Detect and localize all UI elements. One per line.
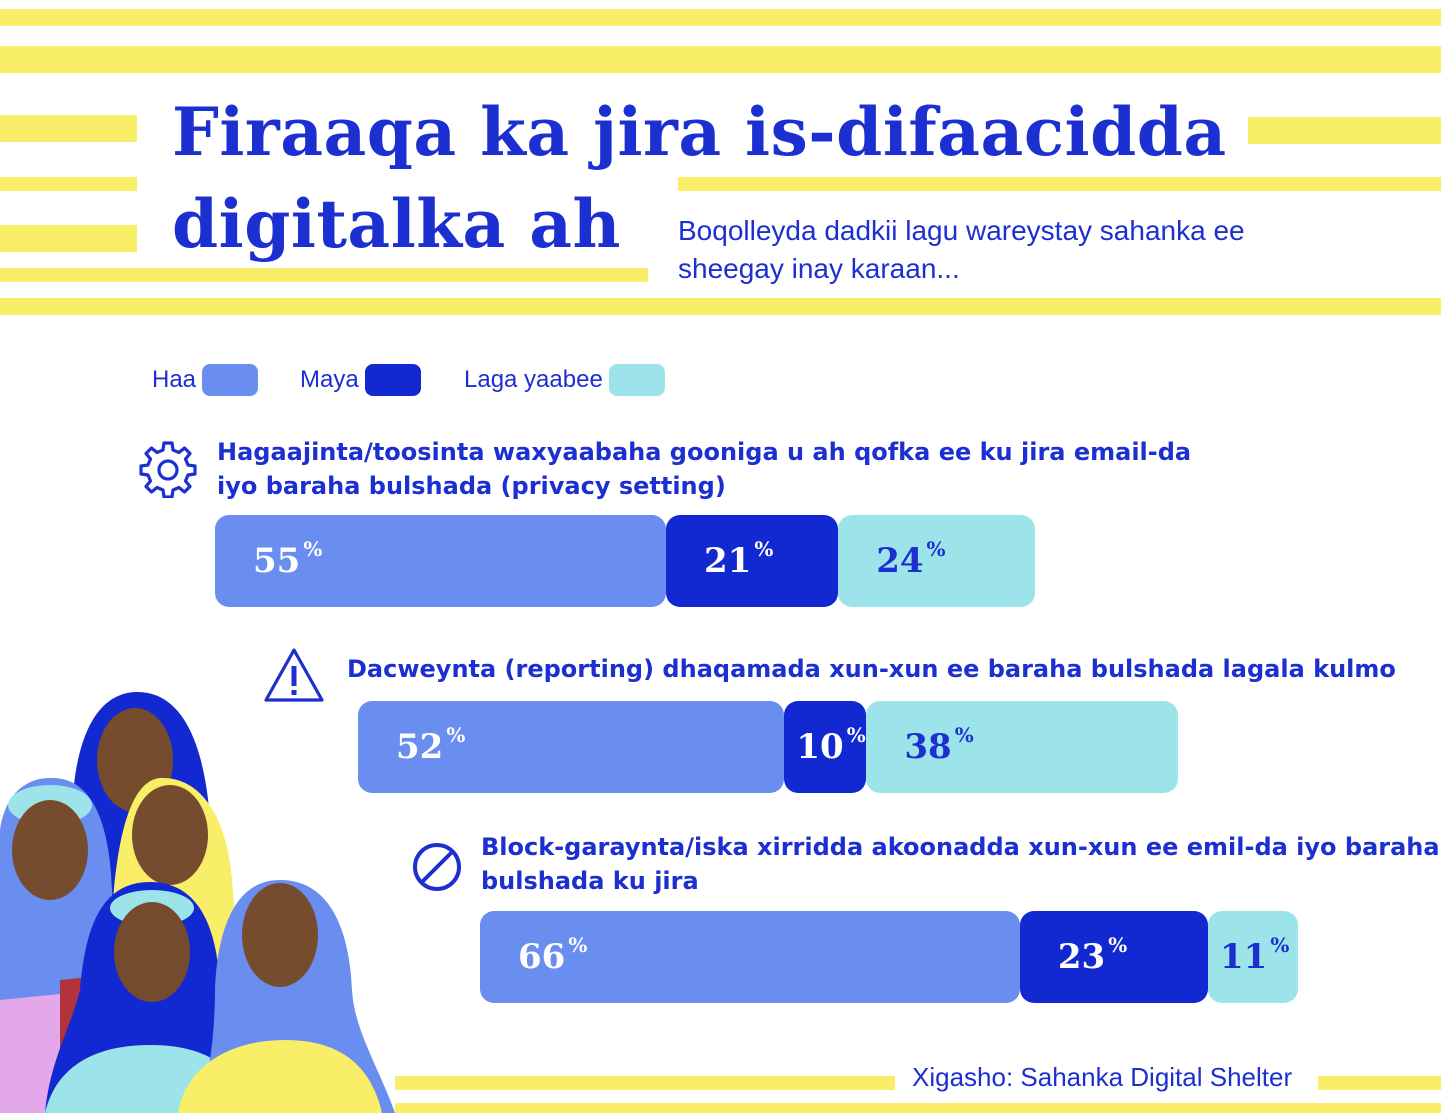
stripe-footer-3 <box>395 1103 1441 1113</box>
gear-icon <box>139 441 197 498</box>
stripe-top-1 <box>0 9 1441 26</box>
stripe-left-3 <box>0 225 137 252</box>
subtitle-line-2: sheegay inay karaan... <box>678 253 960 284</box>
question-label-block: Block-garaynta/iska xirridda akoonadda x… <box>481 830 1440 898</box>
title-line-1: Firaaqa ka jira is-difaacidda <box>172 93 1227 171</box>
question-label-privacy: Hagaajinta/toosinta waxyaabaha gooniga u… <box>217 435 1191 503</box>
percent-sign: % <box>846 723 866 747</box>
stripe-left-2 <box>0 177 137 191</box>
legend-item-maya: Maya <box>300 362 421 398</box>
bar-segment-laga-yaabee: 38% <box>866 701 1178 793</box>
bar-segment-maya: 10% <box>784 701 867 793</box>
percent-sign: % <box>568 933 588 957</box>
percent-sign: % <box>954 723 974 747</box>
legend-label-maya: Maya <box>300 366 359 393</box>
question-label-block-line-1: Block-garaynta/iska xirridda akoonadda x… <box>481 833 1440 861</box>
percent-sign: % <box>754 537 774 561</box>
stripe-bottom-header <box>0 298 1441 315</box>
block-icon <box>413 843 461 891</box>
question-label-block-line-2: bulshada ku jira <box>481 867 699 895</box>
bar-segment-haa: 55% <box>215 515 666 607</box>
bar-segment-maya: 23% <box>1019 911 1208 1003</box>
bar-segment-laga-yaabee: 11% <box>1208 911 1298 1003</box>
legend-label-haa: Haa <box>152 366 197 393</box>
question-label-privacy-line-1: Hagaajinta/toosinta waxyaabaha gooniga u… <box>217 438 1192 466</box>
bar-segment-haa: 66% <box>480 911 1020 1003</box>
title-line-2: digitalka ah <box>172 185 621 263</box>
stripe-left-1 <box>0 115 137 142</box>
legend-item-laga-yaabee: Laga yaabee <box>464 362 665 398</box>
percent-sign: % <box>446 723 466 747</box>
data-label: 11 <box>1220 937 1268 977</box>
women-illustration <box>0 691 395 1113</box>
percent-sign: % <box>303 537 323 561</box>
subtitle: Boqolleyda dadkii lagu wareystay sahanka… <box>678 212 1378 288</box>
bar-reporting: 52% 10% 38% <box>358 701 1178 793</box>
stripe-footer-1 <box>395 1076 895 1090</box>
legend-swatch-maya <box>364 364 421 396</box>
bar-segment-haa: 52% <box>358 701 785 793</box>
source-note: Xigasho: Sahanka Digital Shelter <box>912 1062 1293 1092</box>
data-label: 66 <box>518 937 566 977</box>
data-label: 55 <box>253 541 301 581</box>
page-title: Firaaqa ka jira is-difaacidda digitalka … <box>172 86 1227 270</box>
question-label-reporting-line-1: Dacweynta (reporting) dhaqamada xun-xun … <box>347 655 1396 683</box>
percent-sign: % <box>1270 933 1290 957</box>
subtitle-line-1: Boqolleyda dadkii lagu wareystay sahanka… <box>678 215 1245 246</box>
data-label: 24 <box>876 541 924 581</box>
bar-segment-maya: 21% <box>666 515 839 607</box>
stripe-mid <box>0 268 648 282</box>
bar-block: 66% 23% 11% <box>480 911 1298 1003</box>
data-label: 10 <box>796 727 844 767</box>
stripe-right-2 <box>678 177 1441 191</box>
data-label: 23 <box>1057 937 1106 977</box>
legend-swatch-haa <box>202 364 259 396</box>
stripe-footer-2 <box>1318 1076 1441 1090</box>
warning-icon <box>264 648 324 702</box>
bar-privacy: 55% 21% 24% <box>215 515 1035 607</box>
data-label: 21 <box>704 541 752 581</box>
stripe-right-1 <box>1248 117 1441 144</box>
data-label: 52 <box>396 727 444 767</box>
stripe-top-2 <box>0 46 1441 73</box>
legend-label-laga-yaabee: Laga yaabee <box>464 366 603 393</box>
data-label: 38 <box>904 727 952 767</box>
bar-segment-laga-yaabee: 24% <box>838 515 1035 607</box>
legend-swatch-laga-yaabee <box>608 364 665 396</box>
percent-sign: % <box>926 537 946 561</box>
legend-item-haa: Haa <box>152 362 259 398</box>
question-label-reporting: Dacweynta (reporting) dhaqamada xun-xun … <box>347 652 1396 686</box>
percent-sign: % <box>1108 933 1128 957</box>
question-label-privacy-line-2: iyo baraha bulshada (privacy setting) <box>217 472 726 500</box>
